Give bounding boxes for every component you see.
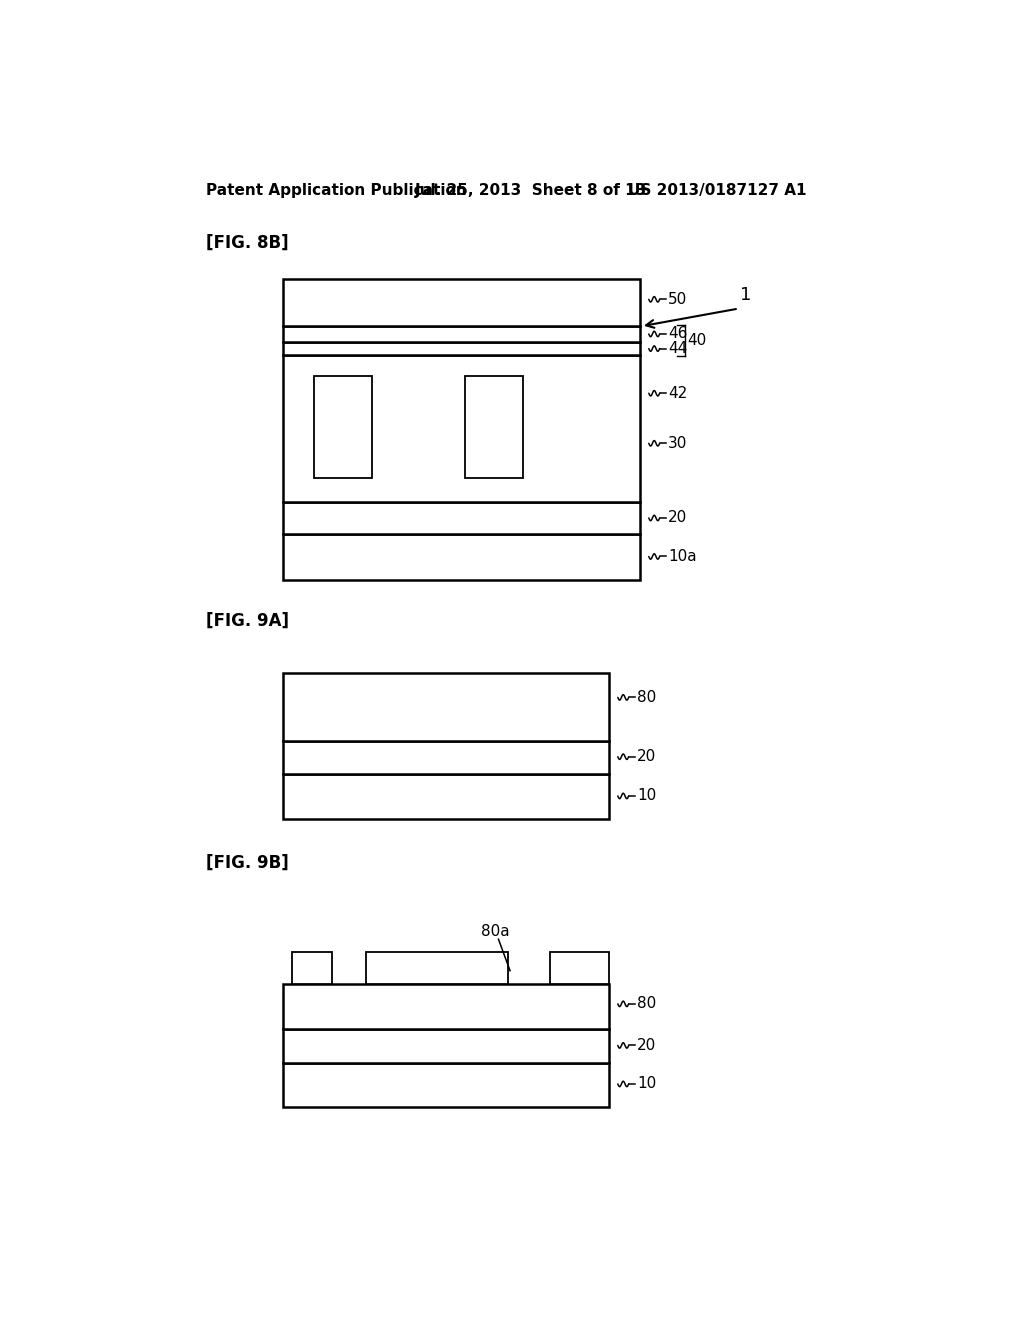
Bar bbox=[283, 535, 640, 581]
Bar bbox=[465, 376, 523, 478]
Text: 80: 80 bbox=[637, 690, 656, 705]
Text: US 2013/0187127 A1: US 2013/0187127 A1 bbox=[628, 183, 806, 198]
Bar bbox=[283, 775, 608, 818]
Bar bbox=[283, 741, 608, 775]
Bar bbox=[283, 1063, 608, 1107]
Bar bbox=[283, 355, 640, 502]
Bar bbox=[314, 376, 372, 478]
Text: 1: 1 bbox=[740, 286, 752, 305]
Bar bbox=[366, 952, 508, 983]
Bar bbox=[550, 952, 608, 983]
Bar bbox=[283, 280, 640, 326]
Text: [FIG. 9B]: [FIG. 9B] bbox=[206, 854, 288, 873]
Text: Patent Application Publication: Patent Application Publication bbox=[206, 183, 466, 198]
Text: 20: 20 bbox=[637, 750, 656, 764]
Bar bbox=[283, 1028, 608, 1063]
Text: 50: 50 bbox=[669, 292, 687, 306]
Text: 80: 80 bbox=[637, 997, 656, 1011]
Bar bbox=[283, 673, 608, 741]
Text: 42: 42 bbox=[669, 385, 687, 401]
Text: Jul. 25, 2013  Sheet 8 of 13: Jul. 25, 2013 Sheet 8 of 13 bbox=[415, 183, 647, 198]
Bar bbox=[283, 342, 640, 355]
Bar bbox=[283, 326, 640, 342]
Text: [FIG. 8B]: [FIG. 8B] bbox=[206, 234, 288, 252]
Text: 46: 46 bbox=[669, 326, 687, 342]
Text: 40: 40 bbox=[687, 333, 707, 347]
Text: 10: 10 bbox=[637, 788, 656, 804]
Text: 44: 44 bbox=[669, 341, 687, 356]
Text: [FIG. 9A]: [FIG. 9A] bbox=[206, 611, 289, 630]
Text: 10: 10 bbox=[637, 1076, 656, 1092]
Bar bbox=[283, 502, 640, 535]
Text: 20: 20 bbox=[669, 511, 687, 525]
Text: 20: 20 bbox=[637, 1038, 656, 1053]
Bar bbox=[292, 952, 332, 983]
Bar bbox=[283, 983, 608, 1028]
Text: 30: 30 bbox=[669, 436, 687, 451]
Text: 10a: 10a bbox=[669, 549, 696, 564]
Text: 80a: 80a bbox=[480, 924, 509, 939]
